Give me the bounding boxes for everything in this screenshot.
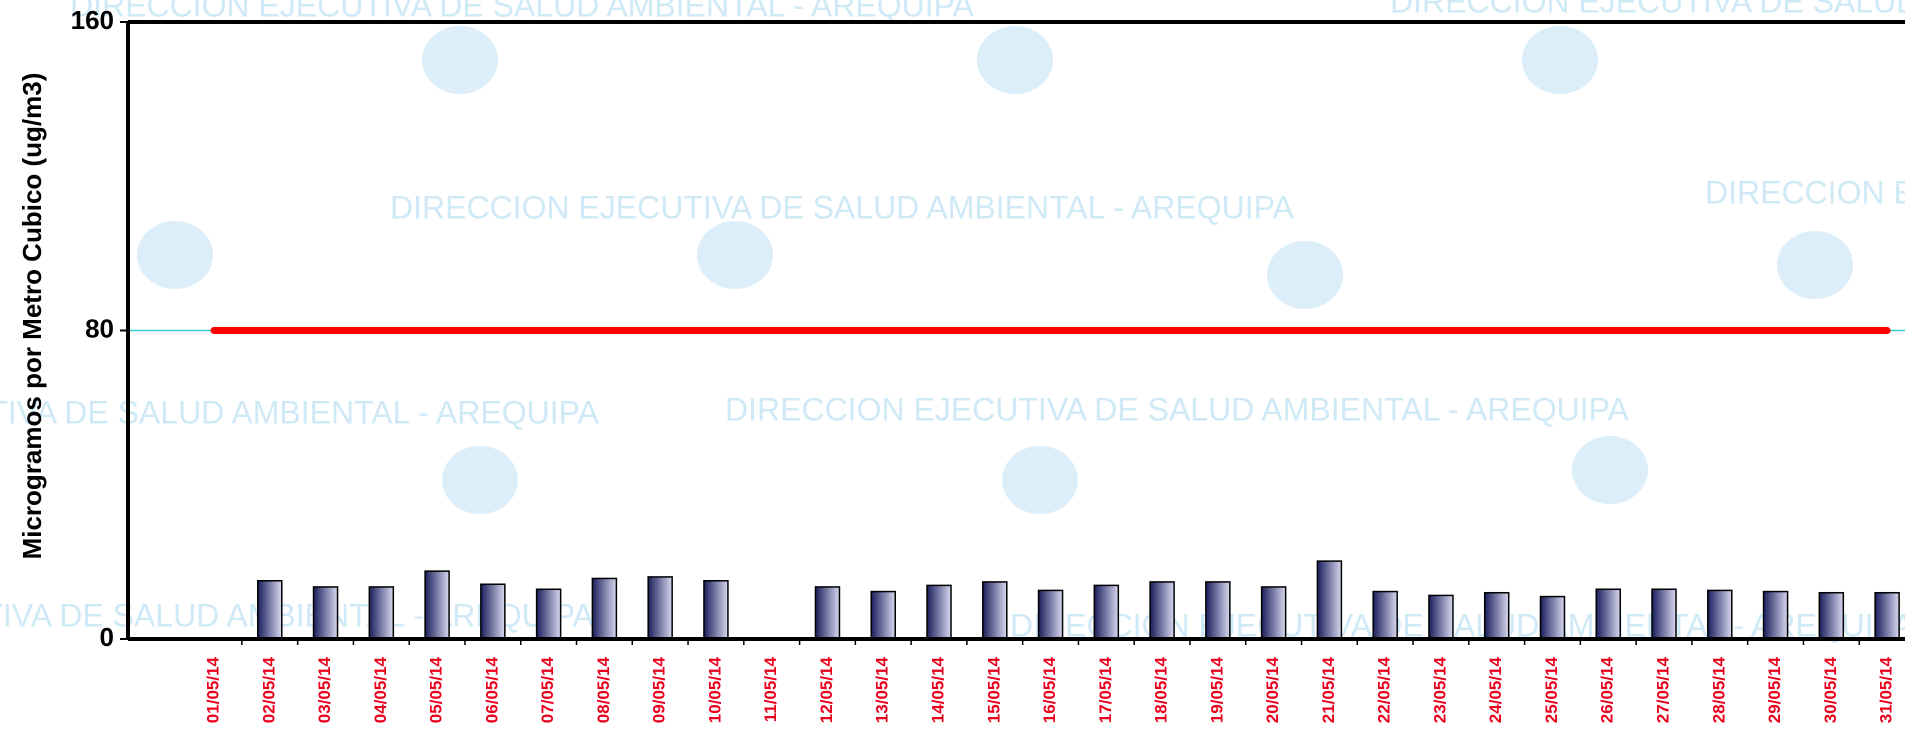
bar <box>927 585 951 639</box>
bar <box>425 571 449 639</box>
watermark-logos <box>137 26 1853 514</box>
bar <box>1150 582 1174 639</box>
bar <box>704 581 728 639</box>
watermark: DIRECCION EJECUTIVA DE SALUD AMBIENTAL -… <box>0 394 600 430</box>
bar <box>1039 590 1063 639</box>
x-tick-label: 03/05/14 <box>315 656 334 723</box>
bar <box>1596 589 1620 639</box>
y-tick-label: 80 <box>85 313 114 343</box>
x-tick-label: 04/05/14 <box>371 656 390 723</box>
x-tick-label: 07/05/14 <box>538 656 557 723</box>
x-tick-label: 24/05/14 <box>1486 656 1505 723</box>
x-tick-label: 17/05/14 <box>1096 656 1115 723</box>
bar <box>983 582 1007 639</box>
watermark: DIRECCION EJECUTIVA DE SALUD AMBIENTAL -… <box>390 189 1295 225</box>
bar <box>592 578 616 639</box>
bar <box>1708 590 1732 639</box>
bar <box>1429 595 1453 639</box>
bar <box>1875 593 1899 639</box>
x-tick-label: 11/05/14 <box>761 656 780 722</box>
bar <box>1485 593 1509 639</box>
bar <box>1094 585 1118 639</box>
bar <box>1764 592 1788 639</box>
bar <box>1652 589 1676 639</box>
bar <box>871 592 895 639</box>
x-tick-label: 21/05/14 <box>1319 656 1338 723</box>
x-tick-label: 15/05/14 <box>984 656 1003 723</box>
watermark: DIRECCION EJECUTIVA DE SALUD AMBIENTAL -… <box>1705 174 1905 210</box>
bar <box>258 581 282 639</box>
bar <box>1206 582 1230 639</box>
y-axis-label: Microgramos por Metro Cubico (ug/m3) <box>17 73 47 560</box>
bar <box>537 589 561 639</box>
x-tick-label: 19/05/14 <box>1207 656 1226 723</box>
x-tick-label: 12/05/14 <box>817 656 836 723</box>
bar <box>369 587 393 639</box>
bar <box>648 577 672 639</box>
x-tick-label: 06/05/14 <box>482 656 501 723</box>
x-tick-label: 10/05/14 <box>705 656 724 723</box>
bar <box>1262 587 1286 639</box>
watermark: DIRECCION EJECUTIVA DE SALUD AMBIENTAL -… <box>1390 0 1905 19</box>
watermark: DIRECCION EJECUTIVA DE SALUD AMBIENTAL -… <box>725 391 1630 427</box>
x-tick-label: 25/05/14 <box>1542 656 1561 723</box>
watermark: DIRECCION EJECUTIVA DE SALUD AMBIENTAL -… <box>70 0 975 23</box>
bar <box>1373 592 1397 639</box>
x-tick-label: 23/05/14 <box>1430 656 1449 723</box>
x-tick-label: 26/05/14 <box>1598 656 1617 723</box>
x-tick-label: 08/05/14 <box>594 656 613 723</box>
x-tick-label: 30/05/14 <box>1821 656 1840 723</box>
x-tick-label: 01/05/14 <box>203 656 222 723</box>
bar <box>481 584 505 639</box>
y-tick-label: 160 <box>71 5 114 35</box>
x-tick-label: 27/05/14 <box>1654 656 1673 723</box>
x-tick-label: 02/05/14 <box>259 656 278 723</box>
x-tick-label: 09/05/14 <box>650 656 669 723</box>
bar <box>1819 593 1843 639</box>
bar <box>314 587 338 639</box>
x-tick-label: 14/05/14 <box>928 656 947 723</box>
y-tick-label: 0 <box>100 622 114 652</box>
x-tick-label: 16/05/14 <box>1040 656 1059 723</box>
chart: DIRECCION EJECUTIVA DE SALUD AMBIENTAL -… <box>0 0 1905 736</box>
bar <box>1317 561 1341 639</box>
x-tick-label: 22/05/14 <box>1375 656 1394 723</box>
x-tick-label: 29/05/14 <box>1765 656 1784 723</box>
bar <box>1540 597 1564 639</box>
x-tick-label: 28/05/14 <box>1709 656 1728 723</box>
x-tick-label: 05/05/14 <box>427 656 446 723</box>
x-tick-label: 31/05/14 <box>1877 656 1896 723</box>
x-tick-label: 20/05/14 <box>1263 656 1282 723</box>
x-tick-label: 18/05/14 <box>1152 656 1171 723</box>
bar <box>815 587 839 639</box>
x-tick-label: 13/05/14 <box>873 656 892 723</box>
